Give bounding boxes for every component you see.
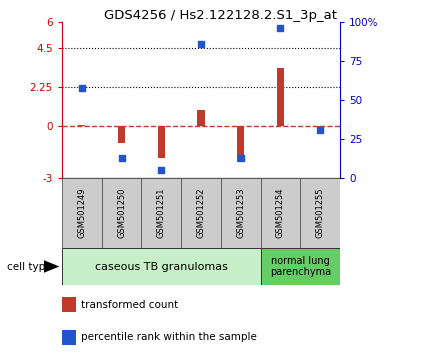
Bar xyxy=(158,126,165,158)
Point xyxy=(158,167,165,173)
Text: GSM501252: GSM501252 xyxy=(197,188,205,238)
Bar xyxy=(118,126,125,143)
Bar xyxy=(316,126,324,127)
Bar xyxy=(260,248,340,285)
Text: cell type: cell type xyxy=(7,262,51,272)
Point xyxy=(277,25,284,31)
Bar xyxy=(260,178,300,248)
Bar xyxy=(198,110,205,126)
Text: percentile rank within the sample: percentile rank within the sample xyxy=(81,332,257,343)
Bar xyxy=(141,178,181,248)
Text: normal lung
parenchyma: normal lung parenchyma xyxy=(270,256,331,277)
Point xyxy=(237,155,244,161)
Bar xyxy=(62,297,76,313)
Bar xyxy=(181,178,221,248)
Text: GSM501251: GSM501251 xyxy=(157,188,166,238)
Point xyxy=(118,155,125,161)
Bar xyxy=(102,178,141,248)
Point xyxy=(198,41,205,47)
Bar xyxy=(62,178,102,248)
Bar xyxy=(277,68,284,126)
Polygon shape xyxy=(44,260,59,273)
Bar xyxy=(78,125,85,126)
Bar xyxy=(62,248,260,285)
Text: GSM501255: GSM501255 xyxy=(315,188,325,238)
Text: GSM501254: GSM501254 xyxy=(276,188,285,238)
Bar xyxy=(300,178,340,248)
Point xyxy=(78,85,85,90)
Text: caseous TB granulomas: caseous TB granulomas xyxy=(95,262,228,272)
Bar xyxy=(62,330,76,346)
Text: GDS4256 / Hs2.122128.2.S1_3p_at: GDS4256 / Hs2.122128.2.S1_3p_at xyxy=(103,9,337,22)
Text: transformed count: transformed count xyxy=(81,299,179,309)
Text: GSM501250: GSM501250 xyxy=(117,188,126,238)
Text: GSM501249: GSM501249 xyxy=(77,188,86,238)
Text: GSM501253: GSM501253 xyxy=(236,188,245,238)
Bar xyxy=(221,178,260,248)
Point xyxy=(317,127,324,132)
Bar xyxy=(237,126,244,162)
